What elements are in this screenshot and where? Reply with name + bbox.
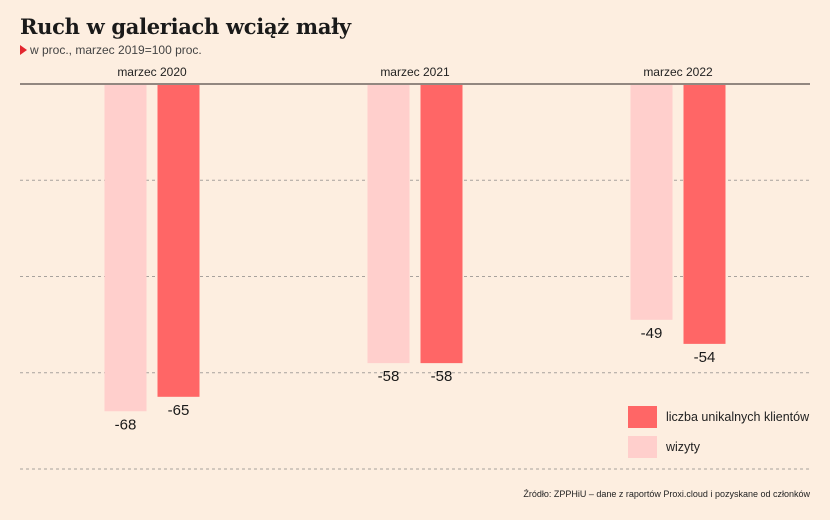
- data-label: -49: [641, 325, 663, 342]
- bar: [420, 85, 463, 364]
- bar: [104, 85, 147, 412]
- source-note: Źródło: ZPPHiU – dane z raportów Proxi.c…: [523, 489, 810, 499]
- legend-label-visits: wizyty: [666, 440, 701, 454]
- subtitle-text: w proc., marzec 2019=100 proc.: [30, 43, 202, 57]
- category-label: marzec 2022: [643, 65, 713, 79]
- chart-subtitle: w proc., marzec 2019=100 proc.: [20, 43, 202, 57]
- data-label: -68: [115, 416, 137, 433]
- chart-legend: liczba unikalnych klientów wizyty: [628, 406, 809, 466]
- triangle-marker-icon: [20, 45, 27, 55]
- legend-label-unique-clients: liczba unikalnych klientów: [666, 410, 810, 424]
- category-label: marzec 2021: [380, 65, 450, 79]
- bar: [367, 85, 410, 364]
- data-label: -58: [431, 368, 453, 385]
- chart-title: Ruch w galeriach wciąż mały: [20, 14, 351, 39]
- data-label: -58: [378, 368, 400, 385]
- category-label: marzec 2020: [117, 65, 187, 79]
- bar: [157, 85, 200, 397]
- legend-swatch-visits: [628, 436, 657, 458]
- legend-item-unique-clients: liczba unikalnych klientów: [628, 406, 809, 428]
- bar: [683, 85, 726, 344]
- bar: [630, 85, 673, 320]
- legend-swatch-unique-clients: [628, 406, 657, 428]
- legend-item-visits: wizyty: [628, 436, 809, 458]
- data-label: -54: [694, 349, 716, 366]
- data-label: -65: [168, 402, 190, 419]
